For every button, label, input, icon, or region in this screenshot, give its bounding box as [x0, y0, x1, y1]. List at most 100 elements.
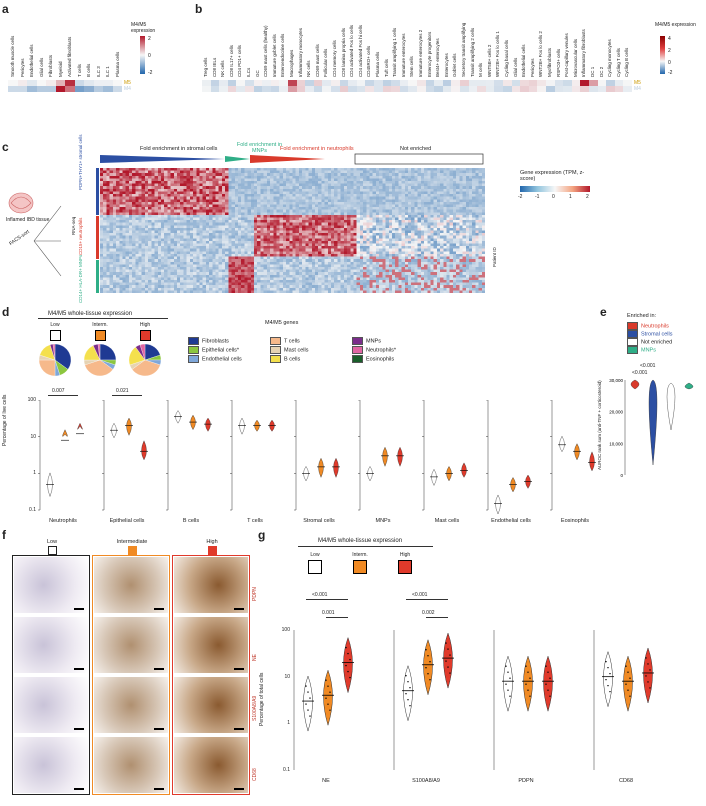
panel-f-tile	[174, 557, 248, 613]
panel-a-legend-title: M4/M5 expression	[131, 22, 156, 34]
panel-g-ytick: 100	[281, 627, 290, 633]
panel-f-col-box	[48, 546, 57, 555]
panel-a-cell	[74, 86, 84, 92]
panel-c-arrow-stromal-label: Fold enrichment in stromal cells	[140, 146, 218, 152]
panel-d-group-label: Interm.	[92, 322, 108, 328]
panel-d-violin	[446, 466, 452, 482]
panel-b-cell	[580, 80, 589, 86]
panel-d-violin	[495, 494, 501, 514]
panel-b-cell	[374, 80, 383, 86]
panel-g-group-box	[308, 560, 322, 574]
panel-g-violin-subplot	[293, 630, 354, 770]
panel-c-legend-tick: 1	[569, 194, 572, 200]
panel-e-legend-label: MNPs	[641, 347, 656, 354]
panel-b-cell	[339, 86, 349, 92]
panel-b-col-label: GC	[254, 70, 260, 77]
panel-a-col-label: B cells	[86, 63, 91, 77]
panel-b-cell	[434, 86, 443, 92]
panel-f-col-frame	[92, 555, 170, 795]
panel-e-legend-item: MNPs	[627, 346, 656, 354]
panel-d-subplot-label: B cells	[182, 518, 200, 524]
panel-b-cell	[503, 80, 512, 86]
panel-f-tile	[94, 557, 168, 613]
panel-d-violin	[589, 451, 595, 472]
panel-b-cell	[554, 80, 564, 86]
panel-b-cell	[374, 86, 383, 92]
panel-g-violin	[503, 655, 513, 713]
panel-g-violin	[423, 639, 433, 696]
panel-d-violin	[318, 457, 324, 478]
panel-d-subplot-label: T cells	[247, 518, 263, 524]
panel-b-cell	[348, 86, 357, 92]
panel-e-legend-item: Stromal cells	[627, 330, 672, 338]
panel-d-violin	[62, 429, 68, 437]
panel-d-violin	[367, 466, 373, 482]
svg-text:10,000: 10,000	[609, 441, 623, 446]
panel-a-col-label: Smooth muscle cells	[10, 35, 15, 77]
panel-b-cell	[365, 80, 374, 86]
panel-d-pie-slice	[84, 359, 114, 377]
svg-text:20,000: 20,000	[609, 410, 623, 415]
panel-d-legend-swatch	[270, 355, 281, 363]
panel-d-violin	[190, 414, 196, 430]
panel-b-cell	[322, 80, 331, 86]
panel-a-tick-3: -2	[148, 70, 153, 76]
panel-e-violin	[630, 379, 640, 390]
panel-d-violin	[111, 422, 117, 439]
panel-a-col-label: Plasma cells	[114, 51, 120, 77]
panel-c-legend-tick: 0	[552, 194, 555, 200]
panel-e-plot: 30,000 20,000 10,000 0	[609, 378, 694, 478]
panel-a-cell	[17, 86, 27, 92]
svg-text:0: 0	[620, 473, 623, 478]
panel-b-cell	[468, 80, 478, 86]
panel-d-title-rule	[38, 318, 168, 319]
panel-g-violin-subplot	[593, 630, 654, 770]
panel-b-col-label: Macrophages	[289, 49, 294, 77]
panel-d-violin	[303, 466, 309, 482]
panel-b-cell	[313, 86, 323, 92]
panel-b-cell	[485, 86, 495, 92]
panel-b-col-label: CD8 lamina propria cells	[340, 27, 346, 77]
panel-g-pval: <0.001	[412, 592, 428, 598]
panel-b-cell	[623, 86, 632, 92]
panel-c-group-stromal: PDPN+THY1+ stromal cells	[78, 134, 83, 190]
panel-d-pval-bar	[48, 395, 78, 396]
panel-d-legend-item: Epithelial cells*	[188, 346, 239, 354]
panel-d-violin-subplot	[294, 400, 340, 511]
panel-a-cell	[112, 80, 122, 86]
panel-e-legend-title: Enriched in:	[627, 313, 657, 319]
panel-b-cell	[296, 86, 306, 92]
panel-c-group-neutro: CD15+ neutrophils	[78, 217, 83, 255]
panel-d-ytick: 1	[33, 470, 36, 477]
panel-f-scalebar	[234, 788, 244, 790]
panel-a-cell	[17, 80, 27, 86]
panel-c-arrow-neutro-label: Fold enrichment in neutrophils	[280, 146, 354, 152]
panel-b-colorbar	[660, 36, 665, 74]
panel-d-violin-subplot	[102, 400, 148, 511]
panel-d-violin-subplot	[38, 400, 84, 511]
panel-b-col-label: ILCs	[246, 67, 251, 77]
panel-b-cell	[597, 86, 607, 92]
panel-d-group-box	[140, 330, 151, 341]
panel-d-legend-item: B cells	[270, 355, 300, 363]
panel-b-cell	[520, 86, 529, 92]
panel-d-legend-swatch	[352, 355, 363, 363]
panel-b-cell	[494, 80, 503, 86]
panel-d-legend-swatch	[188, 337, 199, 345]
panel-d-legend-swatch	[270, 337, 281, 345]
panel-b-col-label: Enterocytes	[443, 53, 449, 77]
panel-d-legend-swatch	[188, 346, 199, 354]
panel-d-ytick: 10	[30, 433, 36, 440]
panel-b-cell	[571, 80, 581, 86]
panel-a-cell	[27, 80, 37, 86]
panel-b-cell	[434, 80, 443, 86]
panel-b-col-label: Enterocyte progenitors	[426, 31, 432, 77]
panel-b-cell	[494, 86, 503, 92]
panel-a-cell	[36, 80, 46, 86]
panel-a-tick-1: 2	[148, 36, 151, 42]
panel-b-col-label: Stem cells	[409, 56, 415, 77]
panel-d-legend-item: T cells	[270, 337, 300, 345]
panel-e-legend-label: Not enriched	[641, 339, 673, 346]
panel-d-violin	[77, 422, 83, 430]
panel-b-cell	[331, 80, 340, 86]
